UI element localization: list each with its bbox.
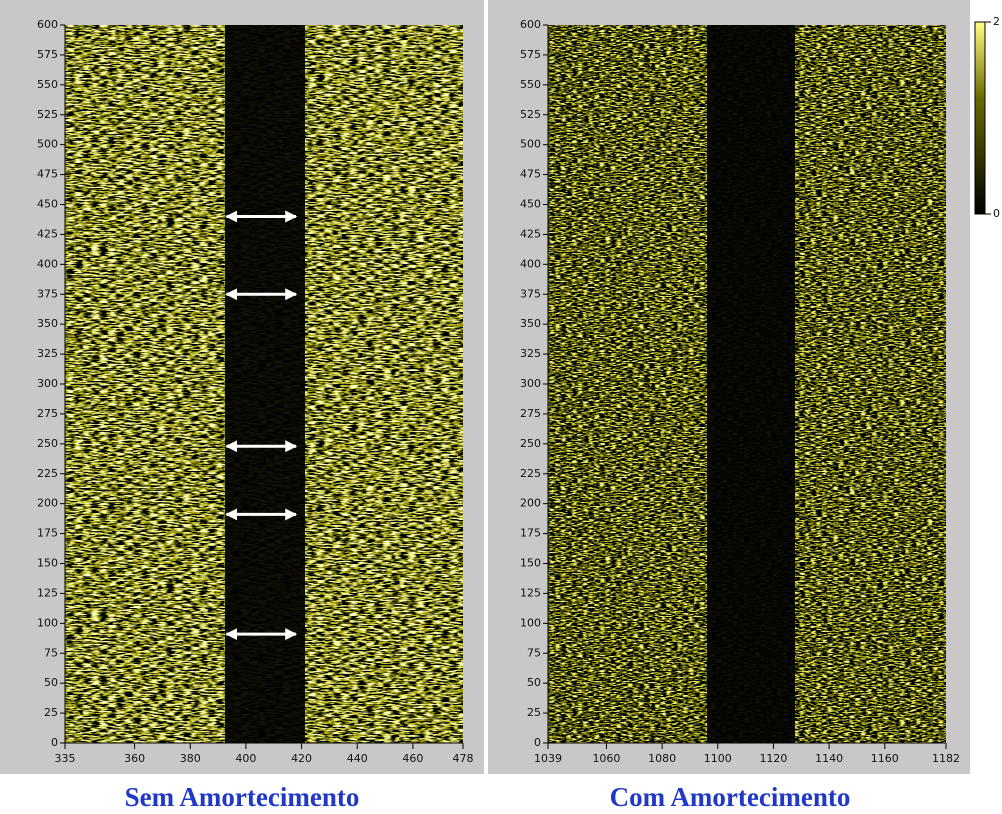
y-tick-label: 425 [520,227,541,240]
y-tick-label: 150 [37,557,58,570]
y-tick-label: 200 [520,497,541,510]
colorbar-tick-label: 2 [993,15,1000,28]
y-tick-label: 475 [37,168,58,181]
x-tick-label: 1039 [534,752,562,765]
y-tick-label: 350 [37,317,58,330]
x-tick-label: 1060 [592,752,620,765]
y-tick-label: 225 [520,467,541,480]
dark-band [225,25,305,743]
x-tick-label: 440 [347,752,368,765]
y-tick-label: 0 [51,736,58,749]
x-tick-label: 1100 [704,752,732,765]
x-tick-label: 420 [291,752,312,765]
y-tick-label: 150 [520,557,541,570]
y-tick-label: 250 [520,437,541,450]
y-tick-label: 450 [37,198,58,211]
y-tick-label: 25 [527,706,541,719]
y-tick-label: 25 [44,706,58,719]
y-tick-label: 175 [37,527,58,540]
y-tick-label: 50 [44,676,58,689]
y-tick-label: 375 [37,287,58,300]
y-tick-label: 275 [520,407,541,420]
y-tick-label: 325 [37,347,58,360]
y-tick-label: 225 [37,467,58,480]
y-tick-label: 375 [520,287,541,300]
x-tick-label: 400 [235,752,256,765]
y-tick-label: 300 [520,377,541,390]
y-tick-label: 275 [37,407,58,420]
y-tick-label: 75 [527,646,541,659]
y-tick-label: 75 [44,646,58,659]
y-tick-label: 125 [37,586,58,599]
x-tick-label: 1160 [871,752,899,765]
y-tick-label: 600 [37,18,58,31]
y-tick-label: 450 [520,198,541,211]
y-tick-label: 400 [520,257,541,270]
y-tick-label: 550 [520,78,541,91]
colorbar [974,21,986,215]
y-tick-label: 300 [37,377,58,390]
x-tick-label: 460 [402,752,423,765]
x-tick-label: 478 [453,752,474,765]
y-tick-label: 250 [37,437,58,450]
panel-title: Com Amortecimento [610,782,851,812]
y-tick-label: 525 [520,108,541,121]
x-tick-label: 335 [55,752,76,765]
y-tick-label: 0 [534,736,541,749]
panel-title: Sem Amortecimento [125,782,360,812]
y-tick-label: 425 [37,227,58,240]
y-tick-label: 550 [37,78,58,91]
y-tick-label: 100 [520,616,541,629]
y-tick-label: 575 [520,48,541,61]
x-tick-label: 1182 [932,752,960,765]
y-tick-label: 50 [527,676,541,689]
y-tick-label: 125 [520,586,541,599]
y-tick-label: 175 [520,527,541,540]
y-tick-label: 325 [520,347,541,360]
y-tick-label: 600 [520,18,541,31]
y-tick-label: 400 [37,257,58,270]
y-tick-label: 200 [37,497,58,510]
dark-band [707,25,795,743]
y-tick-label: 575 [37,48,58,61]
x-tick-label: 1140 [815,752,843,765]
y-tick-label: 100 [37,616,58,629]
x-tick-label: 380 [180,752,201,765]
y-tick-label: 475 [520,168,541,181]
y-tick-label: 500 [520,138,541,151]
colorbar-tick-label: 0 [993,207,1000,220]
x-tick-label: 360 [124,752,145,765]
y-tick-label: 350 [520,317,541,330]
y-tick-label: 525 [37,108,58,121]
x-tick-label: 1080 [648,752,676,765]
x-tick-label: 1120 [759,752,787,765]
y-tick-label: 500 [37,138,58,151]
